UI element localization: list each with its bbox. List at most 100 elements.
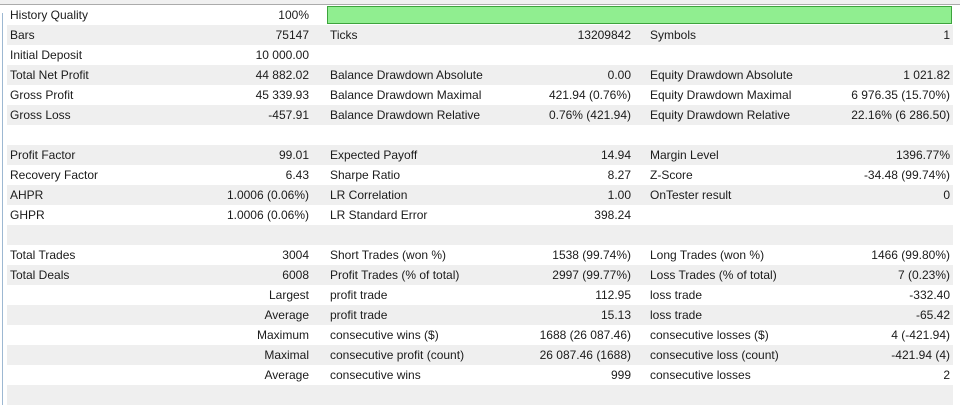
stat-value: 26 087.46 (1688) xyxy=(539,348,631,362)
stat-label: profit trade xyxy=(330,308,388,322)
table-row: Initial Deposit 10 000.00 xyxy=(7,45,953,65)
stat-value: 2 xyxy=(943,368,950,382)
stat-label: consecutive loss (count) xyxy=(650,348,779,362)
stat-label: Margin Level xyxy=(650,148,719,162)
stat-label: Total Deals xyxy=(10,268,70,282)
table-row xyxy=(7,125,953,145)
stat-label: consecutive losses ($) xyxy=(650,328,769,342)
stat-label xyxy=(650,205,810,225)
backtest-results-table: History Quality 100% Bars 75147 Ticks 1320984… xyxy=(7,5,953,405)
stat-value: 6.43 xyxy=(285,168,309,182)
stat-value: Average xyxy=(264,308,309,322)
stat-label: LR Standard Error xyxy=(330,208,428,222)
stat-value: -34.48 (99.74%) xyxy=(863,168,950,182)
stat-value: 7 (0.23%) xyxy=(897,268,950,282)
stat-label: Balance Drawdown Relative xyxy=(330,108,481,122)
stat-label xyxy=(10,125,180,145)
stat-value: 1 xyxy=(943,28,950,42)
stat-value xyxy=(810,125,950,145)
stat-value xyxy=(510,385,631,405)
stat-value: 99.01 xyxy=(278,148,309,162)
stat-value: 1.0006 (0.06%) xyxy=(226,208,309,222)
stat-value: 1 021.82 xyxy=(903,68,950,82)
stat-value: -421.94 (4) xyxy=(891,348,950,362)
stat-label: AHPR xyxy=(10,188,44,202)
stat-label: Symbols xyxy=(650,28,697,42)
table-row: Total Net Profit 44 882.02 Balance Drawdow… xyxy=(7,65,953,85)
stat-value: 14.94 xyxy=(600,148,631,162)
table-row: Gross Loss -457.91 Balance Drawdown Relati… xyxy=(7,105,953,125)
stat-value xyxy=(180,125,309,145)
stat-value: 6 976.35 (15.70%) xyxy=(851,88,950,102)
stat-label: Z-Score xyxy=(650,168,693,182)
stat-label xyxy=(10,225,180,245)
stat-value: 112.95 xyxy=(595,288,631,302)
stat-label: Loss Trades (% of total) xyxy=(650,268,777,282)
stat-label xyxy=(330,225,510,245)
panel-top-border xyxy=(0,0,960,5)
stat-value xyxy=(810,225,950,245)
table-row: Maximum consecutive wins ($) 1688 (26 087.… xyxy=(7,325,953,345)
history-quality-progress-fill xyxy=(328,7,951,23)
stat-value xyxy=(810,45,950,65)
stat-label: Balance Drawdown Absolute xyxy=(330,68,483,82)
table-row: Average consecutive wins 999 consecutive lo… xyxy=(7,365,953,385)
table-row: GHPR 1.0006 (0.06%) LR Standard Error 398.2… xyxy=(7,205,953,225)
stat-value: 0 xyxy=(943,188,950,202)
table-row xyxy=(7,385,953,405)
table-row: History Quality 100% xyxy=(7,5,953,25)
stat-value: 1396.77% xyxy=(895,148,950,162)
stat-value: Average xyxy=(264,368,309,382)
stat-label xyxy=(10,325,180,345)
stat-value: -332.40 xyxy=(909,288,950,302)
stat-value: 421.94 (0.76%) xyxy=(548,88,631,102)
stat-label: Short Trades (won %) xyxy=(330,248,447,262)
stat-label xyxy=(330,125,510,145)
stat-label: History Quality xyxy=(10,8,89,22)
stat-value: 0.00 xyxy=(607,68,631,82)
stat-label xyxy=(650,385,810,405)
history-quality-progress-bar xyxy=(327,6,952,24)
stat-value: 6008 xyxy=(282,268,309,282)
stat-value: -65.42 xyxy=(915,308,950,322)
stat-value: 2997 (99.77%) xyxy=(552,268,631,282)
stat-value: 10 000.00 xyxy=(255,48,309,62)
stat-label: Equity Drawdown Relative xyxy=(650,108,791,122)
table-row: Bars 75147 Ticks 13209842 Symbols 1 xyxy=(7,25,953,45)
stat-label xyxy=(330,45,510,65)
stat-label: consecutive losses xyxy=(650,368,751,382)
stat-value xyxy=(510,45,631,65)
stat-label: Profit Trades (% of total) xyxy=(330,268,460,282)
stat-value: 44 882.02 xyxy=(255,68,309,82)
table-row: Total Deals 6008 Profit Trades (% of total… xyxy=(7,265,953,285)
table-row: Gross Profit 45 339.93 Balance Drawdown Ma… xyxy=(7,85,953,105)
stat-value: 1.00 xyxy=(607,188,631,202)
stat-label: Equity Drawdown Absolute xyxy=(650,68,793,82)
stat-label xyxy=(650,225,810,245)
stat-label: Equity Drawdown Maximal xyxy=(650,88,792,102)
stat-value xyxy=(180,385,309,405)
stat-label: LR Correlation xyxy=(330,188,408,202)
stat-value: 4 (-421.94) xyxy=(891,328,950,342)
stat-label: loss trade xyxy=(650,308,703,322)
stat-label: Sharpe Ratio xyxy=(330,168,401,182)
table-row xyxy=(7,225,953,245)
stat-value xyxy=(510,125,631,145)
stat-value: 8.27 xyxy=(607,168,631,182)
panel-splitter[interactable] xyxy=(2,13,3,405)
table-row: AHPR 1.0006 (0.06%) LR Correlation 1.00 OnTe… xyxy=(7,185,953,205)
stat-label: consecutive wins ($) xyxy=(330,328,439,342)
stat-value xyxy=(810,205,950,225)
table-row: Total Trades 3004 Short Trades (won %) 1538… xyxy=(7,245,953,265)
stat-value xyxy=(810,385,950,405)
stat-label: Total Trades xyxy=(10,248,76,262)
stat-label: profit trade xyxy=(330,288,388,302)
stat-label: Gross Loss xyxy=(10,108,71,122)
stat-label: Balance Drawdown Maximal xyxy=(330,88,482,102)
stat-value: 15.13 xyxy=(600,308,631,322)
stat-label: consecutive profit (count) xyxy=(330,348,465,362)
stat-label: loss trade xyxy=(650,288,703,302)
stat-label xyxy=(10,285,180,305)
stat-label xyxy=(330,385,510,405)
stat-value: 398.24 xyxy=(594,208,631,222)
